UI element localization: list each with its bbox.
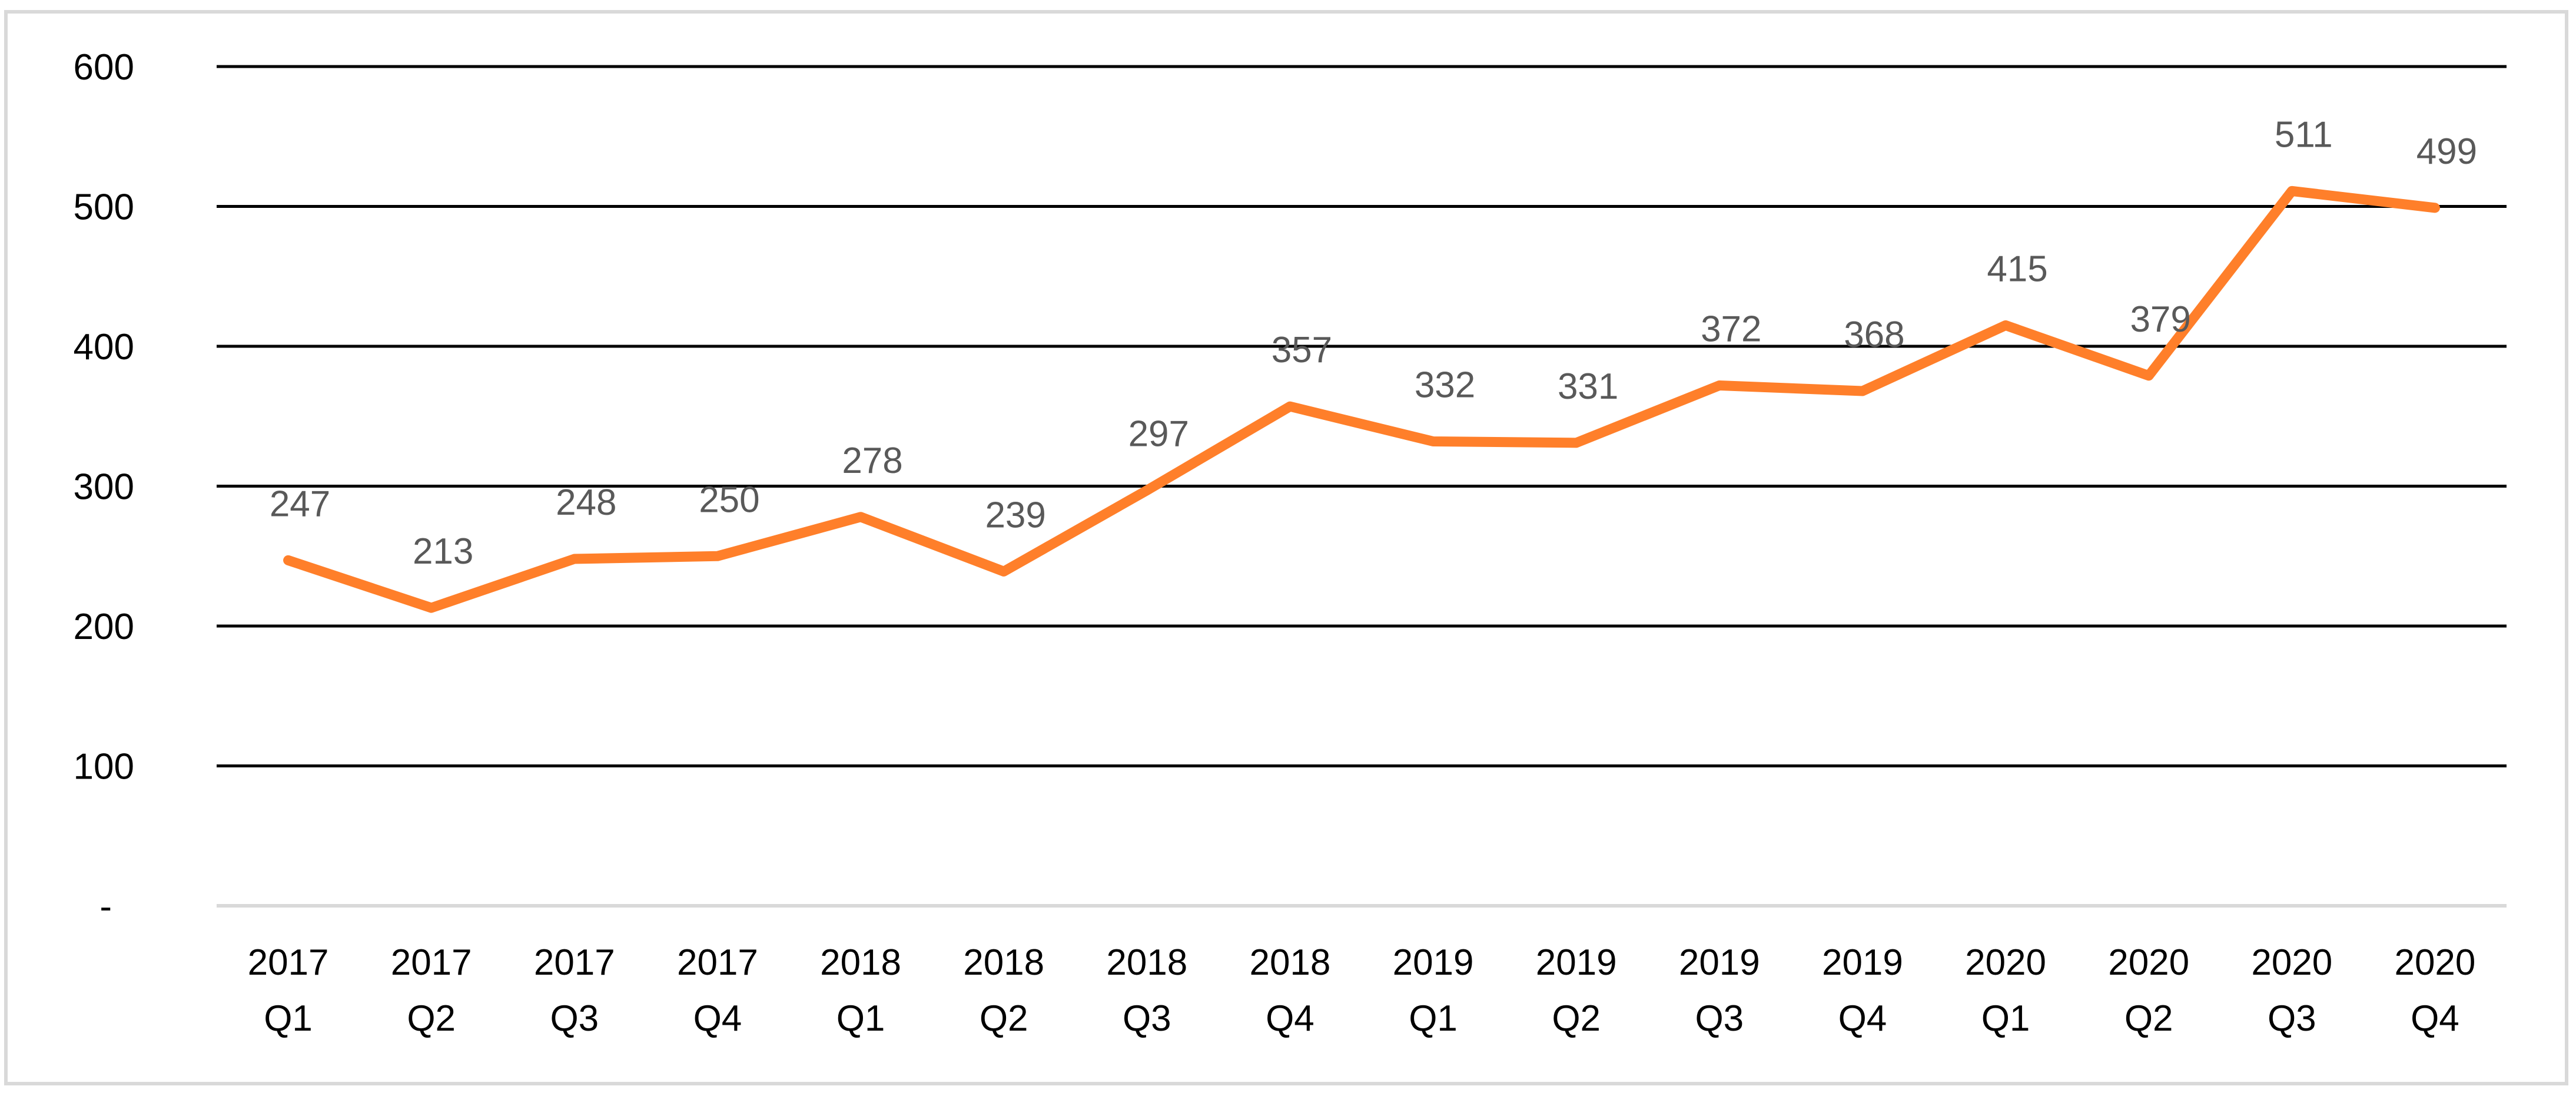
y-tick-label-0: - — [99, 886, 112, 927]
y-tick-label-400: 400 — [74, 327, 134, 367]
y-tick-label-100: 100 — [74, 747, 134, 787]
x-tick-label-year: 2018 — [1106, 942, 1187, 983]
x-tick-label-quarter: Q1 — [1409, 998, 1458, 1039]
y-axis-tick-labels: - 100 200 300 400 500 600 — [74, 47, 134, 927]
series-layer — [283, 186, 2440, 613]
data-label: 368 — [1844, 314, 1904, 355]
x-tick-label-year: 2017 — [677, 942, 758, 983]
data-point — [426, 603, 436, 613]
data-label: 239 — [985, 495, 1045, 535]
data-point — [1285, 402, 1295, 412]
data-label: 213 — [413, 531, 473, 572]
x-tick-label-quarter: Q3 — [1695, 998, 1744, 1039]
data-label: 331 — [1558, 366, 1618, 407]
x-tick-label-quarter: Q2 — [2124, 998, 2173, 1039]
x-tick-label-year: 2020 — [1965, 942, 2046, 983]
data-point — [1571, 438, 1581, 448]
data-label: 278 — [842, 441, 902, 481]
x-axis-tick-labels: 2017 Q1 2017 Q2 2017 Q3 2017 Q4 2018 Q1 2018 Q2 2018… — [248, 942, 2476, 1039]
data-point — [2430, 203, 2440, 213]
x-tick-label-quarter: Q2 — [407, 998, 456, 1039]
x-tick-label-year: 2019 — [1679, 942, 1760, 983]
x-tick-label-year: 2019 — [1822, 942, 1903, 983]
y-tick-label-300: 300 — [74, 467, 134, 508]
data-point — [1714, 380, 1724, 390]
data-label: 415 — [1987, 249, 2047, 289]
x-tick-label-year: 2017 — [391, 942, 472, 983]
data-label: 511 — [2275, 114, 2333, 155]
x-tick-label-year: 2018 — [963, 942, 1044, 983]
x-tick-label-quarter: Q3 — [1123, 998, 1171, 1039]
x-tick-label-quarter: Q2 — [980, 998, 1028, 1039]
data-point — [2144, 370, 2154, 380]
x-tick-label-year: 2020 — [2394, 942, 2475, 983]
data-label: 247 — [270, 484, 330, 524]
series-line-0 — [283, 186, 2440, 613]
x-tick-label-quarter: Q1 — [264, 998, 313, 1039]
data-point — [569, 554, 579, 564]
x-tick-label-quarter: Q4 — [1266, 998, 1314, 1039]
x-tick-label-quarter: Q1 — [836, 998, 885, 1039]
x-tick-label-quarter: Q4 — [693, 998, 742, 1039]
data-label: 499 — [2416, 131, 2477, 172]
x-tick-label-quarter: Q2 — [1552, 998, 1601, 1039]
data-point — [856, 512, 866, 522]
y-tick-label-200: 200 — [74, 607, 134, 647]
x-tick-label-year: 2017 — [248, 942, 329, 983]
data-point — [2287, 186, 2297, 196]
x-tick-label-year: 2019 — [1536, 942, 1617, 983]
x-tick-label-quarter: Q3 — [550, 998, 599, 1039]
data-label: 297 — [1128, 414, 1189, 455]
data-point — [999, 567, 1009, 577]
data-labels: 247 213 248 250 278 239 297 357 332 331 372 368 415 3… — [270, 114, 2477, 572]
gridlines — [217, 65, 2507, 908]
y-tick-label-600: 600 — [74, 47, 134, 88]
data-point — [1142, 485, 1152, 495]
data-point — [712, 551, 722, 561]
x-tick-label-year: 2018 — [1249, 942, 1330, 983]
x-tick-label-quarter: Q4 — [1838, 998, 1887, 1039]
x-tick-label-year: 2019 — [1393, 942, 1474, 983]
data-point — [283, 555, 293, 565]
x-tick-label-quarter: Q1 — [1981, 998, 2030, 1039]
x-tick-label-year: 2018 — [820, 942, 901, 983]
x-tick-label-quarter: Q4 — [2411, 998, 2459, 1039]
x-tick-label-year: 2020 — [2108, 942, 2189, 983]
data-label: 379 — [2130, 299, 2190, 340]
data-point — [1857, 386, 1867, 396]
data-label: 372 — [1701, 309, 1761, 350]
data-label: 250 — [699, 479, 759, 520]
data-point — [1428, 436, 1438, 446]
x-tick-label-quarter: Q3 — [2268, 998, 2316, 1039]
data-label: 248 — [556, 482, 616, 523]
y-tick-label-500: 500 — [74, 187, 134, 228]
data-label: 332 — [1415, 365, 1475, 406]
x-tick-label-year: 2017 — [534, 942, 615, 983]
data-point — [2001, 320, 2011, 330]
x-tick-label-year: 2020 — [2251, 942, 2332, 983]
data-label: 357 — [1272, 330, 1332, 370]
